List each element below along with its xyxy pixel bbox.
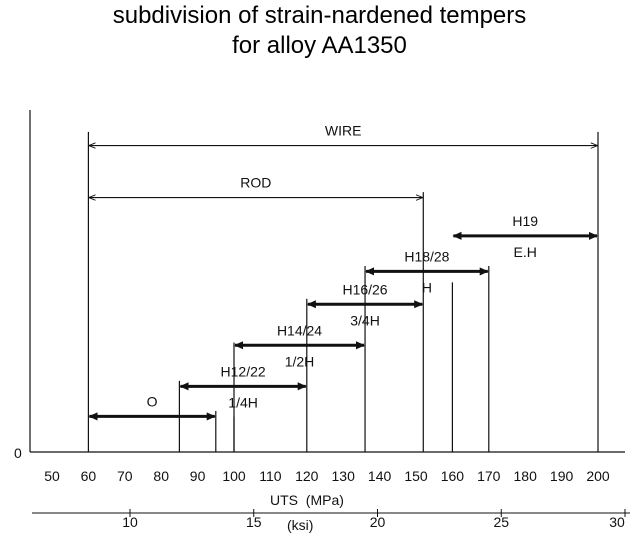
range-label-h12-22: H12/22	[221, 363, 266, 379]
ksi-tick-label: 15	[246, 514, 262, 530]
mpa-tick-label: 130	[332, 468, 356, 484]
range-h18-28: H18/28 H	[365, 248, 489, 295]
range-label-wire: WIRE	[325, 123, 362, 139]
ksi-tick-label: 25	[493, 514, 509, 530]
range-label-o: O	[147, 393, 158, 409]
range-label-h16-26: H16/26	[342, 281, 387, 297]
ksi-tick-layer: 10 15 20 25 30	[122, 509, 626, 530]
mpa-tick-label: 90	[190, 468, 206, 484]
chart-title-line-2: for alloy AA1350	[232, 32, 407, 59]
x-axis-label-ksi: (ksi)	[287, 517, 313, 533]
mpa-tick-label: 60	[81, 468, 97, 484]
mpa-tick-label: 120	[295, 468, 319, 484]
ksi-tick-label: 30	[609, 514, 625, 530]
range-sublabel-h19: E.H	[514, 244, 537, 260]
mpa-tick-label: 80	[153, 468, 169, 484]
range-sublabel-h18-28: H	[422, 279, 432, 295]
y-origin-label: 0	[14, 445, 22, 461]
mpa-tick-label: 190	[550, 468, 574, 484]
range-h12-22: H12/22 1/4H	[179, 363, 307, 410]
range-h14-24: H14/24 1/2H	[234, 322, 365, 369]
range-wire: WIRE	[89, 123, 597, 146]
axes-layer: 0 UTS (MPa) (ksi)	[14, 110, 630, 533]
range-sublabel-h16-26: 3/4H	[350, 312, 380, 328]
mpa-tick-label: 110	[259, 468, 282, 484]
mpa-tick-label: 160	[441, 468, 465, 484]
chart-title-line-1: subdivision of strain-nardened tempers	[112, 2, 527, 29]
mpa-tick-label: 180	[514, 468, 538, 484]
x-axis-label-mpa: UTS (MPa)	[270, 492, 344, 508]
boundary-layer	[87, 131, 599, 452]
mpa-tick-label: 70	[117, 468, 133, 484]
range-layer: WIRE ROD H19 E.H H18/28 H H16/26 3/4H H14/24 1/2H…	[88, 123, 598, 421]
ksi-tick-label: 20	[370, 514, 386, 530]
mpa-tick-label: 140	[368, 468, 392, 484]
range-h19: H19 E.H	[452, 213, 598, 260]
range-label-h14-24: H14/24	[277, 322, 322, 338]
range-label-h19: H19	[512, 213, 538, 229]
range-h16-26: H16/26 3/4H	[306, 281, 424, 328]
mpa-tick-label: 150	[404, 468, 428, 484]
ksi-tick-label: 10	[122, 514, 138, 530]
range-label-h18-28: H18/28	[404, 248, 449, 264]
range-rod: ROD	[89, 175, 422, 198]
range-label-rod: ROD	[240, 175, 271, 191]
range-o: O	[88, 393, 216, 421]
mpa-tick-label: 50	[44, 468, 60, 484]
mpa-tick-label: 170	[477, 468, 501, 484]
mpa-tick-label: 200	[586, 468, 610, 484]
range-sublabel-h12-22: 1/4H	[228, 394, 258, 410]
range-sublabel-h14-24: 1/2H	[285, 353, 315, 369]
mpa-tick-label: 100	[222, 468, 246, 484]
mpa-tick-layer: 50 60 70 80 90 100 110 120 130 140 150 160 170 180 190…	[44, 468, 610, 484]
